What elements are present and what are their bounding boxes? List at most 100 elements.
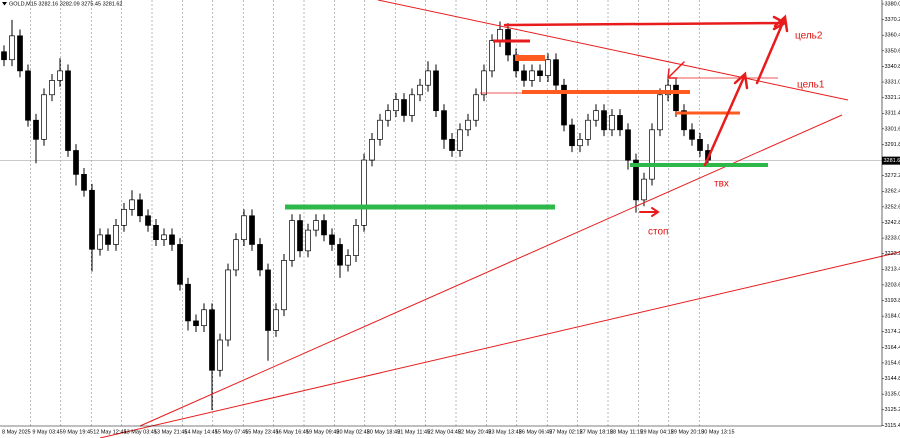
arrows	[503, 14, 789, 217]
candle-body	[193, 320, 199, 327]
candle-body	[497, 29, 503, 41]
candle-body	[481, 70, 487, 96]
candle-body	[105, 234, 111, 245]
y-tick-label: 3135.00	[885, 392, 900, 398]
candle-body	[257, 244, 263, 271]
x-tick-label: 14 May 14:45	[184, 429, 217, 435]
candle-body	[673, 84, 679, 112]
y-tick-label: 3311.40	[885, 111, 900, 117]
candle-body	[241, 215, 247, 241]
trend-line	[99, 251, 900, 438]
candle-body	[201, 309, 207, 327]
candle-body	[217, 339, 223, 371]
candle-body	[89, 189, 95, 250]
candle-body	[569, 124, 575, 147]
candle-body	[361, 159, 367, 226]
arrow	[755, 14, 789, 85]
y-tick-label: 3291.80	[885, 142, 900, 148]
y-tick-label: 3223.20	[885, 251, 900, 257]
candle-body	[689, 129, 695, 140]
candle-body	[297, 220, 303, 252]
arrow	[639, 207, 660, 217]
arrow	[667, 61, 685, 79]
candle-body	[425, 70, 431, 86]
candle-body	[49, 80, 55, 96]
candle-body	[393, 99, 399, 112]
candle-body	[185, 283, 191, 322]
candle-body	[665, 84, 671, 96]
candle-body	[473, 94, 479, 121]
x-tick-label: 12 May 12:45	[93, 429, 126, 435]
x-tick-label: 16 May 16:45	[276, 429, 309, 435]
candle-body	[209, 309, 215, 371]
x-tick-label: 27 May 02:15	[549, 429, 582, 435]
x-tick-label: 29 May 04:15	[640, 429, 673, 435]
candle-body	[417, 84, 423, 96]
y-tick-label: 3213.40	[885, 267, 900, 273]
x-tick-label: 19 May 09:45	[306, 429, 339, 435]
y-tick-label: 3193.80	[885, 298, 900, 304]
candle-body	[345, 255, 351, 266]
y-tick-label: 3115.40	[885, 423, 900, 429]
candle-body	[281, 260, 287, 311]
candle-body	[601, 110, 607, 131]
candle-body	[489, 40, 495, 72]
chart-title: GOLD,M15 3282.16 3282.09 3275.45 3281.62	[9, 1, 122, 7]
y-tick-label: 3272.20	[885, 173, 900, 179]
y-tick-label: 3184.00	[885, 314, 900, 320]
x-tick-label: 26 May 06:45	[519, 429, 552, 435]
x-tick-label: 22 May 20:45	[458, 429, 491, 435]
annotation: цель1	[797, 80, 825, 91]
candle-body	[145, 215, 151, 226]
candle-body	[313, 220, 319, 231]
candle-body	[25, 70, 31, 121]
candle-body	[153, 224, 159, 241]
candle-body	[681, 110, 687, 131]
candle-body	[353, 224, 359, 256]
x-tick-label: 20 May 02:45	[336, 429, 369, 435]
candle-body	[545, 59, 551, 76]
x-tick-label: 22 May 04:45	[428, 429, 461, 435]
candle-body	[41, 94, 47, 140]
trend-line	[377, 0, 849, 101]
candle-body	[657, 94, 663, 131]
candle-body	[593, 110, 599, 121]
candle-body	[161, 234, 167, 241]
candle-body	[649, 129, 655, 180]
y-tick-label: 3233.00	[885, 236, 900, 242]
candle-body	[513, 54, 519, 72]
candle-body	[1, 51, 7, 61]
candle-body	[321, 220, 327, 236]
candle-body	[577, 138, 583, 147]
x-tick-label: 13 May 21:45	[154, 429, 187, 435]
drawings	[99, 0, 900, 438]
candle-body	[169, 234, 175, 245]
y-tick-label: 3370.20	[885, 17, 900, 23]
candles	[1, 19, 711, 411]
x-tick-label: 8 May 2025	[2, 429, 31, 435]
x-tick-label: 21 May 11:45	[397, 429, 430, 435]
candle-body	[73, 150, 79, 175]
candle-body	[265, 269, 271, 331]
candle-body	[17, 35, 23, 72]
y-tick-label: 3242.80	[885, 220, 900, 226]
x-tick-label: 15 May 23:45	[245, 429, 278, 435]
candle-body	[289, 220, 295, 261]
candle-body	[441, 110, 447, 140]
candle-body	[233, 239, 239, 271]
candle-body	[449, 138, 455, 151]
candle-body	[401, 99, 407, 116]
candle-body	[561, 84, 567, 126]
candle-body	[617, 115, 623, 131]
arrow	[703, 71, 749, 167]
candle-body	[409, 94, 415, 116]
candle-body	[641, 178, 647, 201]
candle-body	[249, 215, 255, 245]
candle-body	[225, 269, 231, 341]
x-tick-label: 30 May 13:15	[701, 429, 734, 435]
grid	[0, 0, 882, 426]
x-tick-label: 23 May 13:45	[488, 429, 521, 435]
x-tick-label: 9 May 19:45	[63, 429, 93, 435]
y-tick-label: 3350.60	[885, 48, 900, 54]
y-tick-label: 3340.80	[885, 64, 900, 70]
